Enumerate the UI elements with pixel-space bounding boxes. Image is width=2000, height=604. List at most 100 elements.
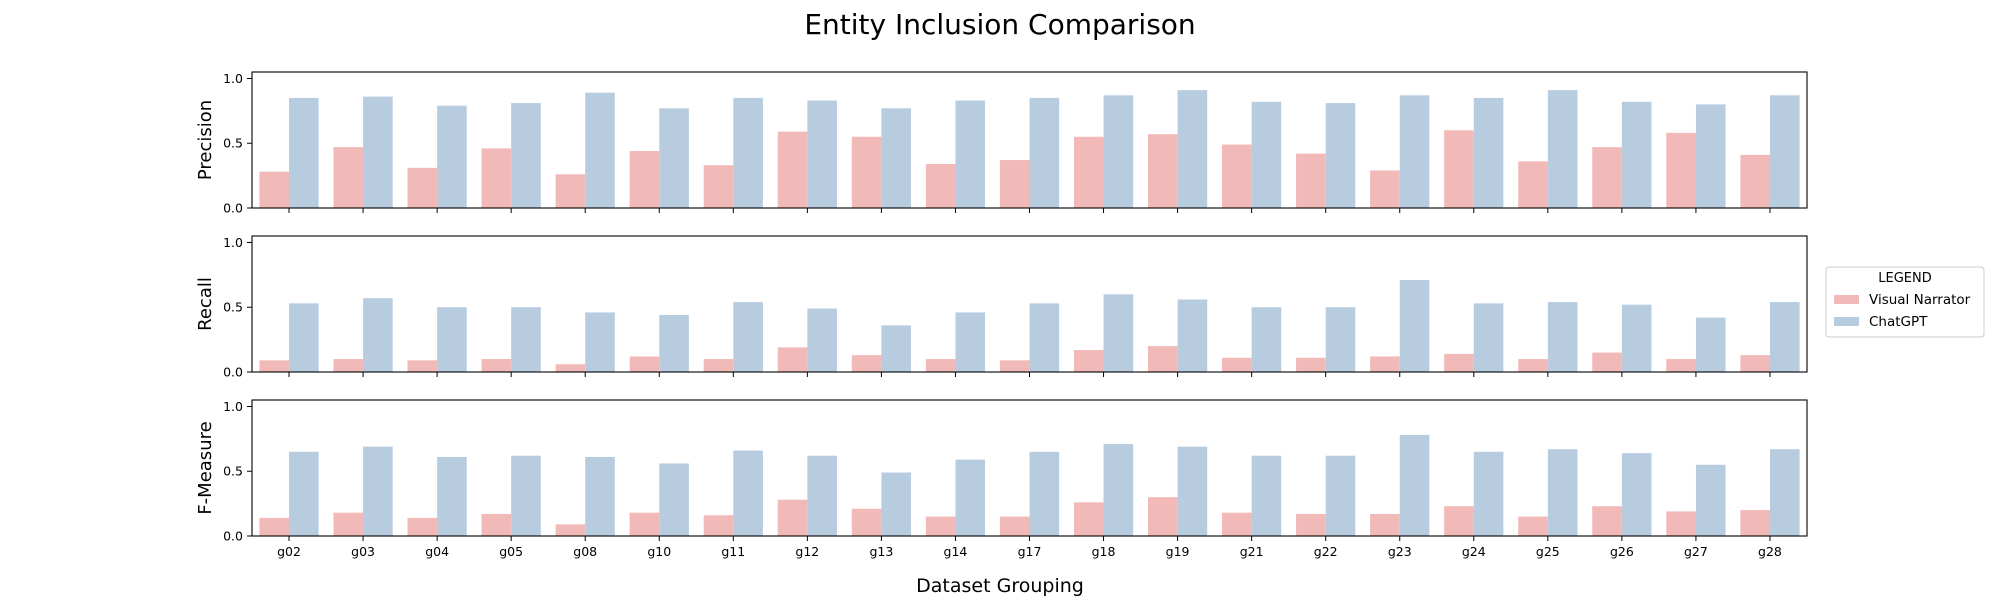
bar-chatgpt-g02 — [289, 451, 319, 536]
panel-recall: 0.0 0.5 1.0 Recall — [195, 235, 1808, 380]
bar-visual-narrator-g14 — [925, 163, 956, 208]
bar-visual-narrator-g19 — [1147, 346, 1178, 372]
panel-precision: 0.0 0.5 1.0 Precision — [195, 71, 1808, 216]
bar-chatgpt-g08 — [585, 456, 615, 536]
bar-chatgpt-g03 — [363, 298, 393, 372]
bar-visual-narrator-g22 — [1296, 513, 1326, 536]
bar-visual-narrator-g04 — [407, 360, 438, 372]
bar-chatgpt-g19 — [1177, 446, 1208, 536]
bar-chatgpt-g21 — [1251, 101, 1282, 208]
bar-visual-narrator-g17 — [999, 160, 1030, 208]
x-tick-label-g24: g24 — [1462, 544, 1486, 559]
x-tick-label-g03: g03 — [351, 544, 375, 559]
bar-visual-narrator-g11 — [703, 165, 734, 208]
bar-chatgpt-g25 — [1547, 449, 1578, 536]
y-axis-label-f-measure: F-Measure — [195, 421, 216, 514]
bar-visual-narrator-g19 — [1147, 134, 1178, 208]
bar-chatgpt-g03 — [363, 446, 393, 536]
bar-visual-narrator-g05 — [481, 148, 512, 208]
legend-label-visual-narrator: Visual Narrator — [1869, 292, 1971, 308]
bar-visual-narrator-g04 — [407, 517, 438, 536]
bar-chatgpt-g26 — [1621, 304, 1652, 372]
bar-chatgpt-g27 — [1695, 104, 1726, 208]
bar-visual-narrator-g13 — [851, 136, 882, 208]
bar-chatgpt-g02 — [289, 97, 319, 208]
bar-visual-narrator-g26 — [1592, 506, 1622, 536]
bar-visual-narrator-g03 — [333, 147, 364, 208]
bar-chatgpt-g13 — [881, 325, 912, 372]
bar-chatgpt-g26 — [1621, 101, 1652, 208]
legend-title: LEGEND — [1878, 271, 1931, 286]
bar-chatgpt-g14 — [955, 100, 986, 208]
bar-chatgpt-g18 — [1103, 294, 1134, 372]
legend-frame — [1825, 266, 1985, 338]
bar-chatgpt-g11 — [733, 450, 763, 536]
bar-chatgpt-g04 — [437, 105, 467, 208]
bar-chatgpt-g13 — [881, 108, 912, 208]
bar-chatgpt-g26 — [1621, 453, 1652, 536]
bar-chatgpt-g17 — [1029, 451, 1060, 536]
bar-chatgpt-g24 — [1473, 451, 1504, 536]
bar-visual-narrator-g21 — [1222, 144, 1252, 208]
x-tick-label-g25: g25 — [1536, 544, 1560, 559]
bar-visual-narrator-g23 — [1370, 513, 1400, 536]
bar-chatgpt-g24 — [1473, 97, 1504, 208]
bar-visual-narrator-g11 — [703, 515, 734, 536]
legend-label-chatgpt: ChatGPT — [1869, 314, 1928, 330]
bar-chatgpt-g25 — [1547, 90, 1578, 208]
bar-visual-narrator-g27 — [1666, 132, 1696, 208]
bar-chatgpt-g19 — [1177, 299, 1208, 372]
bar-visual-narrator-g28 — [1740, 355, 1770, 372]
bar-visual-narrator-g28 — [1740, 510, 1770, 536]
bar-visual-narrator-g25 — [1518, 516, 1548, 536]
y-tick-label: 0.5 — [223, 300, 243, 315]
bar-visual-narrator-g10 — [629, 356, 660, 372]
panels-layer: 0.0 0.5 1.0 Precision 0.0 0.5 1.0 Recall 0.0 0.5 1… — [195, 71, 1808, 559]
x-tick-label-g12: g12 — [795, 544, 819, 559]
y-axis-label-recall: Recall — [195, 277, 216, 331]
x-tick-label-g28: g28 — [1758, 544, 1782, 559]
bar-chatgpt-g17 — [1029, 97, 1060, 208]
bar-chatgpt-g08 — [585, 92, 615, 208]
bar-visual-narrator-g24 — [1444, 506, 1474, 536]
y-tick-label: 1.0 — [223, 235, 243, 250]
bar-chatgpt-g08 — [585, 312, 615, 372]
bar-chatgpt-g02 — [289, 303, 319, 372]
bar-visual-narrator-g22 — [1296, 357, 1326, 372]
y-tick-label: 1.0 — [223, 71, 243, 86]
bar-visual-narrator-g14 — [925, 516, 956, 536]
bar-visual-narrator-g26 — [1592, 352, 1622, 372]
bar-chatgpt-g27 — [1695, 464, 1726, 536]
bar-visual-narrator-g03 — [333, 359, 364, 372]
bar-chatgpt-g04 — [437, 307, 467, 372]
y-tick-label: 0.0 — [223, 529, 243, 544]
bar-chatgpt-g11 — [733, 97, 763, 208]
y-tick-label: 0.0 — [223, 201, 243, 216]
bar-chatgpt-g12 — [807, 100, 837, 208]
y-tick-label: 0.5 — [223, 136, 243, 151]
bar-visual-narrator-g21 — [1222, 357, 1252, 372]
x-tick-label-g08: g08 — [573, 544, 597, 559]
bar-visual-narrator-g12 — [777, 347, 808, 372]
bar-chatgpt-g10 — [659, 108, 689, 208]
x-tick-label-g27: g27 — [1684, 544, 1708, 559]
bar-chatgpt-g17 — [1029, 303, 1060, 372]
bar-chatgpt-g14 — [955, 312, 986, 372]
y-axis-label-precision: Precision — [195, 100, 216, 180]
bar-visual-narrator-g08 — [555, 364, 586, 372]
legend-swatch-chatgpt — [1834, 317, 1859, 326]
bar-chatgpt-g11 — [733, 302, 763, 372]
bar-chatgpt-g05 — [511, 307, 541, 372]
x-tick-label-g14: g14 — [944, 544, 968, 559]
bar-visual-narrator-g17 — [999, 516, 1030, 536]
x-tick-label-g21: g21 — [1240, 544, 1264, 559]
x-tick-label-g02: g02 — [277, 544, 301, 559]
x-tick-label-g13: g13 — [869, 544, 893, 559]
bar-chatgpt-g03 — [363, 96, 393, 208]
bar-visual-narrator-g27 — [1666, 359, 1696, 372]
bar-visual-narrator-g18 — [1073, 502, 1104, 536]
bar-visual-narrator-g12 — [777, 499, 808, 536]
bar-visual-narrator-g05 — [481, 359, 512, 372]
bar-visual-narrator-g19 — [1147, 497, 1178, 536]
